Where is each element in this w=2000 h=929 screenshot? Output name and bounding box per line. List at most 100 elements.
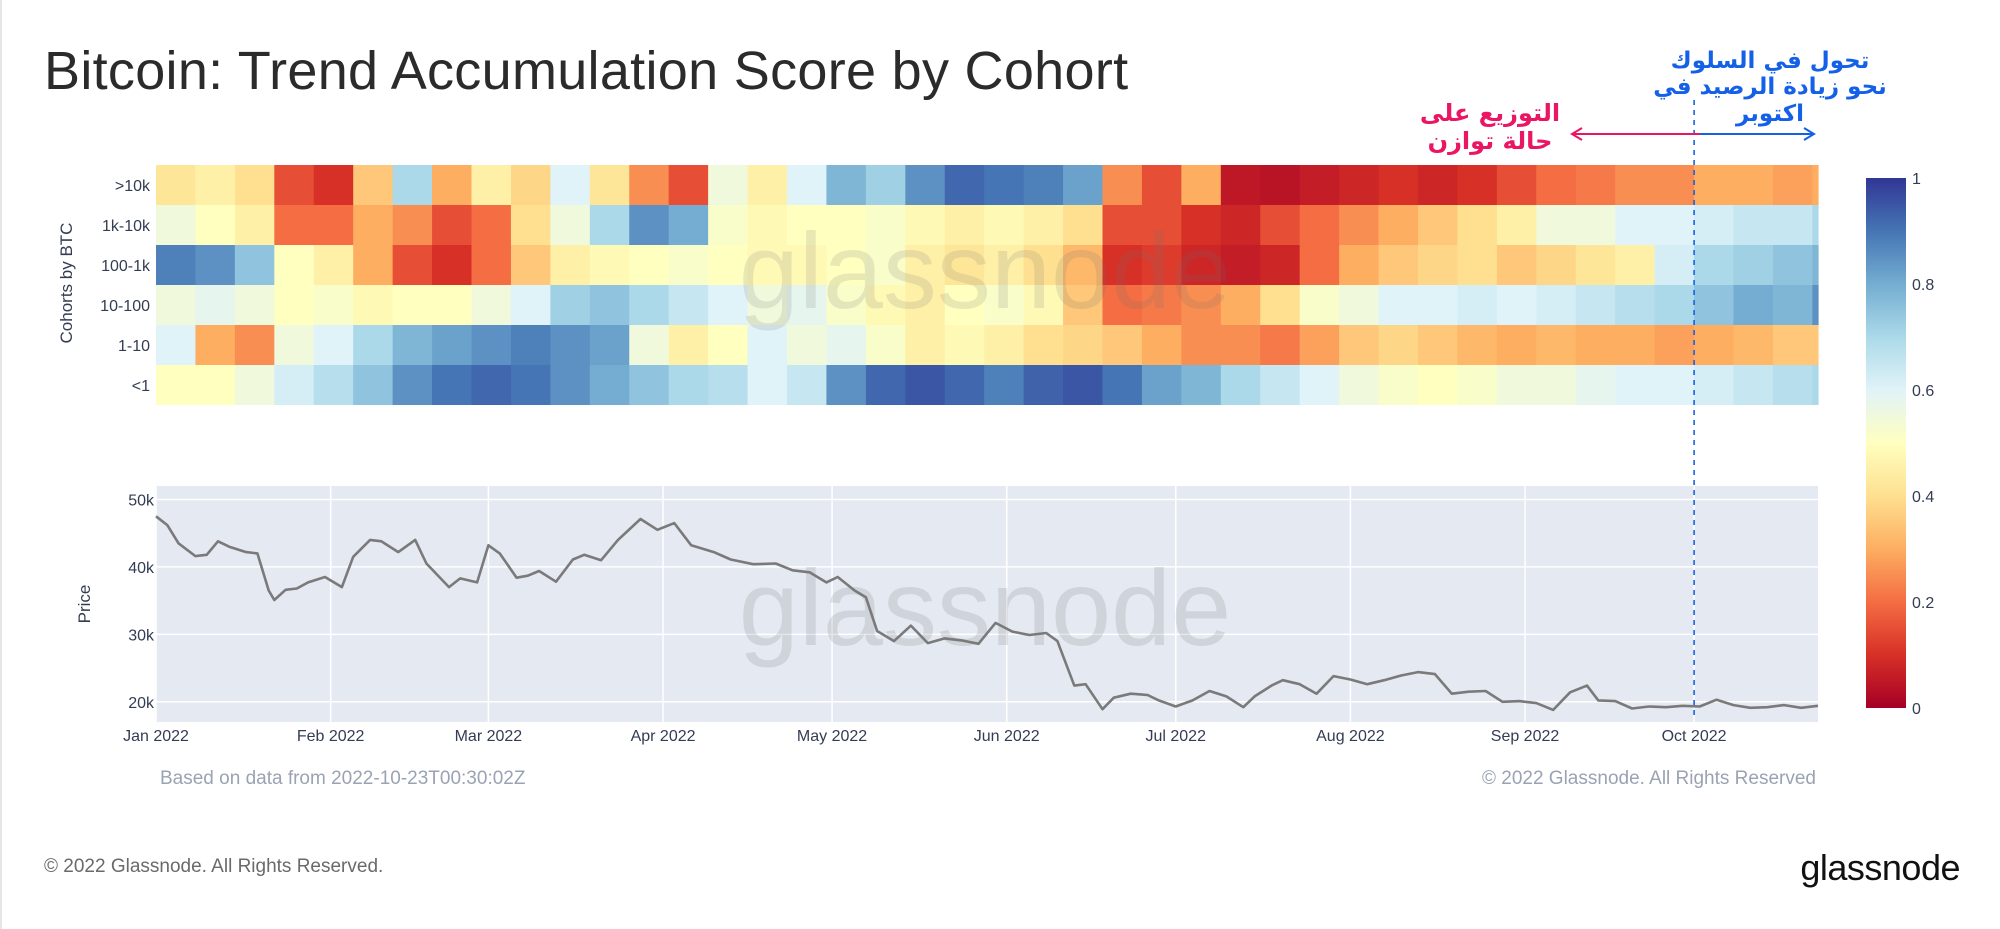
heatmap-cell bbox=[1417, 205, 1459, 245]
heatmap-cell bbox=[1299, 165, 1340, 205]
colorbar-tick-label: 0.6 bbox=[1912, 383, 1934, 400]
heatmap-cell bbox=[787, 285, 828, 325]
heatmap-row-label: <1 bbox=[132, 378, 150, 395]
heatmap-cell bbox=[708, 165, 749, 205]
heatmap-cell bbox=[708, 245, 749, 285]
heatmap-cell bbox=[668, 245, 709, 285]
heatmap-cell bbox=[1023, 325, 1064, 365]
heatmap-cell bbox=[1575, 365, 1616, 405]
heatmap-cell bbox=[550, 165, 591, 205]
heatmap-cell bbox=[313, 285, 354, 325]
heatmap-cell bbox=[550, 325, 591, 365]
heatmap-cell bbox=[1654, 285, 1695, 325]
heatmap-cell bbox=[708, 285, 749, 325]
heatmap-cell bbox=[1694, 325, 1735, 365]
heatmap-cell bbox=[787, 365, 828, 405]
heatmap-cell bbox=[826, 325, 867, 365]
heatmap-cell bbox=[353, 285, 394, 325]
price-x-tick-label: Jul 2022 bbox=[1145, 728, 1206, 745]
heatmap-cell bbox=[1063, 285, 1104, 325]
heatmap-cell bbox=[944, 285, 985, 325]
heatmap-cell bbox=[432, 245, 473, 285]
price-x-tick-label: Apr 2022 bbox=[631, 728, 696, 745]
heatmap-cell bbox=[1812, 165, 1819, 205]
heatmap-cell bbox=[826, 245, 867, 285]
heatmap-cell bbox=[510, 325, 551, 365]
heatmap-cell bbox=[195, 285, 236, 325]
heatmap-cell bbox=[865, 325, 906, 365]
heatmap-cell bbox=[826, 365, 867, 405]
heatmap-cell bbox=[984, 325, 1025, 365]
heatmap-cell bbox=[1812, 285, 1819, 325]
heatmap-cell bbox=[944, 245, 985, 285]
heatmap-cell bbox=[905, 285, 946, 325]
heatmap-cell bbox=[392, 205, 433, 245]
heatmap-cell bbox=[905, 245, 946, 285]
heatmap-cell bbox=[668, 205, 709, 245]
heatmap-cell bbox=[1102, 245, 1143, 285]
heatmap-cell bbox=[1063, 205, 1104, 245]
heatmap-cell bbox=[1733, 165, 1774, 205]
heatmap-cell bbox=[1339, 165, 1380, 205]
heatmap-cell bbox=[1654, 165, 1695, 205]
price-y-tick-label: 20k bbox=[128, 695, 155, 712]
heatmap-cell bbox=[1299, 205, 1340, 245]
heatmap-cell bbox=[1141, 165, 1182, 205]
price-y-tick-label: 40k bbox=[128, 560, 155, 577]
heatmap-cell bbox=[1260, 245, 1301, 285]
heatmap-cell bbox=[432, 285, 473, 325]
heatmap-cell bbox=[1181, 285, 1222, 325]
heatmap-cell bbox=[1220, 205, 1261, 245]
price-y-ticks: 20k 30k 40k 50k bbox=[128, 492, 155, 711]
heatmap-cell bbox=[1299, 245, 1340, 285]
heatmap-cell bbox=[195, 365, 236, 405]
heatmap-cell bbox=[1733, 285, 1774, 325]
colorbar bbox=[1866, 178, 1906, 708]
heatmap-cell bbox=[274, 285, 315, 325]
heatmap-cell bbox=[432, 325, 473, 365]
heatmap-cell bbox=[1023, 245, 1064, 285]
heatmap-cell bbox=[1339, 285, 1380, 325]
heatmap-cell bbox=[1812, 245, 1819, 285]
heatmap-cell bbox=[1220, 165, 1261, 205]
chart-copyright: © 2022 Glassnode. All Rights Reserved bbox=[1482, 768, 1816, 789]
heatmap-cell bbox=[471, 325, 512, 365]
heatmap-cell bbox=[1260, 285, 1301, 325]
heatmap-cell bbox=[1536, 365, 1577, 405]
heatmap-cell bbox=[1496, 325, 1537, 365]
heatmap-cell bbox=[1378, 285, 1419, 325]
heatmap-cell bbox=[905, 365, 946, 405]
heatmap-cell bbox=[1023, 205, 1064, 245]
price-y-tick-label: 50k bbox=[128, 492, 155, 509]
heatmap-cell bbox=[392, 245, 433, 285]
heatmap-cell bbox=[313, 205, 354, 245]
heatmap-cell bbox=[1536, 165, 1577, 205]
heatmap-cell bbox=[787, 165, 828, 205]
heatmap-cell bbox=[313, 245, 354, 285]
price-x-tick-label: Jun 2022 bbox=[974, 728, 1040, 745]
heatmap-cell bbox=[471, 245, 512, 285]
heatmap-cell bbox=[826, 205, 867, 245]
colorbar-tick-label: 0.4 bbox=[1912, 489, 1934, 506]
heatmap-cell bbox=[984, 365, 1025, 405]
heatmap-cell bbox=[1615, 365, 1656, 405]
heatmap-cell bbox=[1733, 245, 1774, 285]
heatmap-cell bbox=[1417, 285, 1459, 325]
heatmap-cell bbox=[629, 245, 670, 285]
heatmap-cell bbox=[1181, 205, 1222, 245]
heatmap-cell bbox=[589, 285, 630, 325]
left-border bbox=[0, 0, 2, 929]
heatmap-cell bbox=[787, 205, 828, 245]
heatmap-cell bbox=[392, 325, 433, 365]
heatmap-cell bbox=[708, 205, 749, 245]
heatmap-cell bbox=[156, 165, 197, 205]
heatmap-cell bbox=[195, 165, 236, 205]
heatmap-cell bbox=[392, 165, 433, 205]
heatmap-cell bbox=[510, 245, 551, 285]
heatmap-cell bbox=[1220, 325, 1261, 365]
heatmap-cell bbox=[984, 285, 1025, 325]
heatmap-cell bbox=[1496, 285, 1537, 325]
heatmap-cell bbox=[274, 205, 315, 245]
heatmap-watermark: glassnode bbox=[739, 210, 1231, 331]
heatmap-cell bbox=[1417, 325, 1459, 365]
